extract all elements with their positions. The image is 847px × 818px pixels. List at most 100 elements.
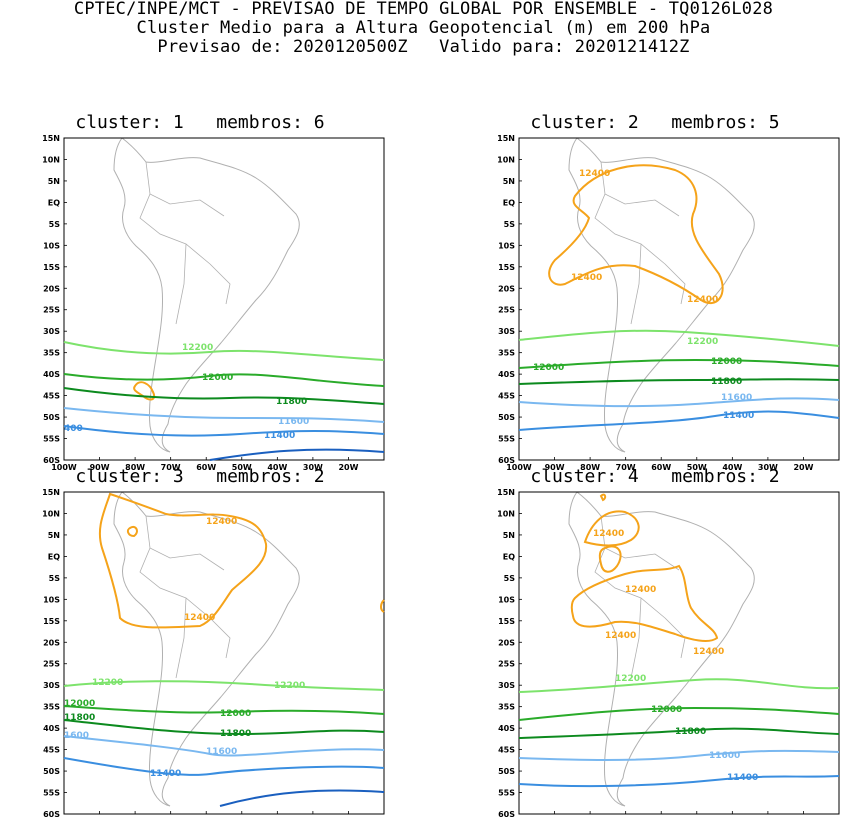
- lat-tick-label: 10N: [42, 509, 60, 518]
- header-line-3: Previsao de: 2020120500Z Valido para: 20…: [157, 37, 690, 57]
- lat-tick-label: 45S: [498, 746, 515, 755]
- lat-tick-label: EQ: [48, 552, 60, 561]
- contour-label: 12000: [711, 357, 742, 367]
- lat-tick-label: 55S: [43, 789, 60, 798]
- lat-tick-label: 15S: [498, 263, 515, 272]
- contour-label: 12000: [202, 373, 233, 383]
- lat-tick-label: 5S: [504, 220, 516, 229]
- lat-tick-label: EQ: [48, 198, 60, 207]
- figure-header: CPTEC/INPE/MCT - PREVISAO DE TEMPO GLOBA…: [0, 0, 847, 57]
- lat-tick-label: 15N: [42, 488, 60, 497]
- contour-label: 12400: [687, 295, 718, 305]
- contour-12200: [518, 329, 840, 347]
- lon-tick-label: 20W: [338, 463, 358, 472]
- lon-tick-label: 100W: [51, 463, 77, 472]
- contour-12400-edge: [380, 599, 385, 613]
- contour-label: 12200: [615, 674, 646, 684]
- map-frame: [63, 137, 385, 461]
- lat-tick-label: 35S: [498, 349, 515, 358]
- contour-11600: [518, 749, 840, 761]
- lon-tick-label: 90W: [545, 463, 565, 472]
- lat-tick-label: 20S: [43, 284, 60, 293]
- contour-12400-island: [133, 381, 156, 401]
- country-borders: [594, 161, 686, 325]
- contour-label: 11400: [723, 411, 754, 421]
- lat-tick-label: 5N: [48, 177, 60, 186]
- lat-tick-label: 30S: [43, 327, 60, 336]
- contour-12000: [63, 705, 385, 715]
- lat-tick-label: 30S: [498, 327, 515, 336]
- lat-tick-label: 30S: [43, 681, 60, 690]
- coastline: [113, 137, 300, 453]
- contour-label: 11400: [727, 773, 758, 783]
- contour-lines: [63, 341, 385, 461]
- contour-label: 12400: [579, 169, 610, 179]
- contour-12200: [63, 341, 385, 361]
- map-plot: 15N 10N 5N EQ 5S 10S 15S 20S 25S 30S 35S 40S 45S 50S 5…: [497, 488, 840, 818]
- lat-tick-label: 10S: [498, 241, 515, 250]
- lat-tick-label: 40S: [498, 724, 515, 733]
- lat-tick-label: 15N: [497, 488, 515, 497]
- lon-tick-label: 40W: [267, 463, 287, 472]
- contour-labels: 12400 12400 12400 12400 12200 12000 1180…: [593, 529, 758, 783]
- contour-11800: [63, 719, 385, 736]
- contour-label: 12400: [571, 273, 602, 283]
- lat-tick-label: 10S: [43, 241, 60, 250]
- lat-tick-label: 5S: [49, 220, 61, 229]
- lat-tick-label: 15N: [42, 134, 60, 143]
- contour-label: 11600: [206, 747, 237, 757]
- contour-label: 11600: [721, 393, 752, 403]
- contour-11600: [518, 397, 840, 408]
- contour-label: 11800: [276, 397, 307, 407]
- map-panel-cluster-1: cluster: 1 membros: 6 15N 10N 5N EQ 5S 10S 15S…: [10, 112, 390, 472]
- map-panel-cluster-4: cluster: 4 membros: 2 15N 10N 5N EQ 5S 10S 15S…: [465, 466, 845, 818]
- lon-tick-label: 20W: [793, 463, 813, 472]
- panel-title: cluster: 3 membros: 2: [75, 466, 325, 487]
- header-line-2: Cluster Medio para a Altura Geopotencial…: [136, 18, 711, 38]
- lon-tick-label: 50W: [232, 463, 252, 472]
- lon-tick-label: 70W: [161, 463, 181, 472]
- map-plot: 15N 10N 5N EQ 5S 10S 15S 20S 25S 30S 35S 40S 45S 50S 5…: [42, 134, 385, 472]
- lat-tick-label: 10N: [497, 155, 515, 164]
- contour-12200: [518, 678, 840, 693]
- contour-12400-small: [599, 493, 607, 502]
- lat-tick-label: 15S: [43, 617, 60, 626]
- contour-label: 11400: [264, 431, 295, 441]
- map-plot: 15N 10N 5N EQ 5S 10S 15S 20S 25S 30S 35S 40S 45S 50S 5…: [497, 134, 840, 472]
- contour-label: 12000: [533, 363, 564, 373]
- lat-tick-label: 5S: [504, 574, 516, 583]
- map-frame-group: 15N 10N 5N EQ 5S 10S 15S 20S 25S 30S 35S 40S 45S 50S 5…: [497, 134, 840, 472]
- country-borders: [139, 161, 231, 325]
- contour-11200: [209, 448, 385, 461]
- contour-label: 11600: [278, 417, 309, 427]
- lat-tick-label: 40S: [498, 370, 515, 379]
- contour-label: 12200: [687, 337, 718, 347]
- lon-tick-label: 90W: [90, 463, 110, 472]
- contour-label: 11400: [150, 769, 181, 779]
- panel-title: cluster: 4 membros: 2: [530, 466, 780, 487]
- contour-label: 11800: [220, 729, 251, 739]
- contour-12400-region: [570, 564, 719, 642]
- contour-label: 11600: [709, 751, 740, 761]
- panel-title: cluster: 2 membros: 5: [530, 112, 780, 133]
- lat-tick-label: 25S: [498, 660, 515, 669]
- contour-label: 400: [64, 424, 83, 434]
- lat-tick-label: 60S: [498, 456, 515, 465]
- contour-labels: 12400 12400 12200 12200 12000 12000 1180…: [64, 517, 305, 779]
- lon-tick-label: 60W: [196, 463, 216, 472]
- lat-tick-label: 45S: [43, 746, 60, 755]
- contour-label: 1600: [64, 731, 89, 741]
- map-frame-group: 15N 10N 5N EQ 5S 10S 15S 20S 25S 30S 35S 40S 45S 50S 5…: [42, 488, 385, 818]
- contour-11600: [63, 407, 385, 423]
- coastline: [568, 491, 755, 807]
- lat-tick-label: 5N: [503, 177, 515, 186]
- contour-11400: [63, 757, 385, 776]
- lat-tick-label: 30S: [498, 681, 515, 690]
- lat-tick-label: 10N: [497, 509, 515, 518]
- lon-tick-label: 50W: [687, 463, 707, 472]
- map-panel-cluster-3: cluster: 3 membros: 2 15N 10N 5N EQ 5S 10S 15S…: [10, 466, 390, 818]
- lat-tick-label: 50S: [498, 413, 515, 422]
- contour-labels: 12400 12400 12400 12200 12000 12000 1180…: [533, 169, 754, 421]
- country-borders: [594, 515, 686, 679]
- contour-label: 11800: [675, 727, 706, 737]
